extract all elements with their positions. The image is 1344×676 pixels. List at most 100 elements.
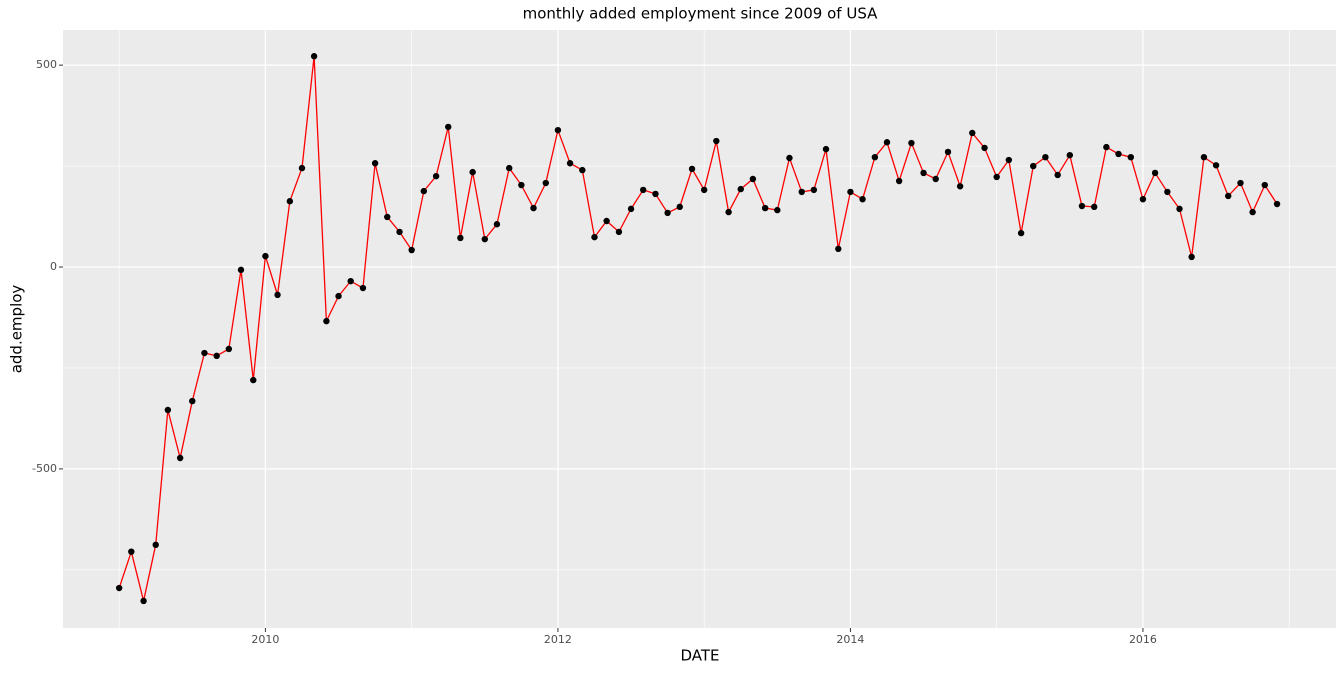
point bbox=[1200, 153, 1208, 161]
point bbox=[652, 190, 659, 198]
point bbox=[1115, 150, 1122, 158]
point bbox=[639, 186, 647, 194]
point bbox=[115, 584, 123, 592]
point bbox=[506, 164, 513, 172]
point bbox=[713, 137, 720, 145]
point bbox=[518, 181, 525, 189]
y-tick-label: -500 bbox=[32, 462, 57, 475]
point bbox=[908, 139, 915, 147]
point bbox=[895, 177, 903, 185]
point bbox=[493, 221, 501, 228]
point bbox=[371, 160, 379, 167]
point bbox=[822, 145, 830, 153]
point bbox=[1078, 202, 1086, 210]
point bbox=[213, 352, 220, 360]
point bbox=[554, 126, 562, 134]
point bbox=[530, 204, 537, 212]
point bbox=[457, 234, 464, 242]
point bbox=[1164, 188, 1171, 196]
point bbox=[1103, 143, 1110, 151]
point bbox=[749, 175, 757, 183]
point bbox=[469, 168, 476, 176]
point bbox=[859, 195, 866, 203]
point bbox=[993, 173, 1000, 181]
point bbox=[1005, 156, 1013, 164]
point bbox=[1249, 208, 1256, 216]
point bbox=[323, 317, 330, 325]
point bbox=[603, 217, 610, 225]
point bbox=[664, 209, 671, 217]
point bbox=[1176, 205, 1183, 213]
point bbox=[310, 53, 318, 60]
point bbox=[920, 169, 927, 177]
point bbox=[1017, 229, 1025, 237]
y-tick-label: 500 bbox=[36, 58, 57, 71]
point bbox=[688, 165, 696, 173]
point bbox=[237, 266, 245, 274]
point bbox=[591, 233, 598, 241]
point bbox=[847, 188, 854, 196]
x-tick-label: 2016 bbox=[1129, 633, 1157, 646]
point bbox=[225, 345, 233, 353]
point bbox=[981, 144, 988, 152]
point bbox=[176, 454, 184, 462]
point bbox=[250, 376, 257, 384]
point bbox=[286, 198, 294, 205]
point bbox=[810, 186, 818, 194]
point bbox=[761, 204, 769, 212]
plot-panel bbox=[63, 30, 1336, 628]
point bbox=[335, 292, 342, 300]
point bbox=[1273, 200, 1281, 208]
point bbox=[420, 187, 428, 195]
point bbox=[700, 186, 708, 194]
point bbox=[1151, 169, 1159, 177]
point bbox=[1225, 192, 1232, 200]
point bbox=[432, 172, 440, 180]
point bbox=[932, 175, 939, 183]
point bbox=[298, 164, 306, 172]
point bbox=[274, 291, 281, 299]
point bbox=[1030, 162, 1037, 170]
point bbox=[615, 228, 623, 236]
x-axis-label: DATE bbox=[680, 647, 719, 665]
point bbox=[189, 397, 196, 405]
point bbox=[786, 154, 793, 162]
point bbox=[725, 208, 732, 216]
point bbox=[359, 284, 367, 292]
y-tick-label: 0 bbox=[50, 260, 57, 273]
point bbox=[152, 541, 159, 549]
point bbox=[384, 213, 391, 221]
point bbox=[883, 139, 891, 146]
point bbox=[774, 206, 781, 214]
point bbox=[1237, 179, 1244, 187]
point bbox=[969, 129, 976, 137]
point bbox=[201, 349, 208, 357]
chart-title: monthly added employment since 2009 of U… bbox=[523, 5, 879, 23]
point bbox=[566, 160, 574, 167]
point bbox=[835, 245, 842, 253]
point bbox=[128, 548, 135, 555]
point bbox=[1127, 153, 1135, 161]
point bbox=[481, 235, 488, 243]
point bbox=[871, 153, 879, 161]
point bbox=[140, 597, 147, 605]
point bbox=[579, 166, 586, 174]
point bbox=[1042, 153, 1049, 161]
point bbox=[1054, 171, 1061, 179]
x-tick-label: 2012 bbox=[544, 633, 572, 646]
x-tick-label: 2010 bbox=[251, 633, 279, 646]
y-axis-label: add.employ bbox=[8, 285, 26, 374]
point bbox=[737, 185, 744, 193]
point bbox=[262, 252, 269, 260]
point bbox=[1212, 162, 1220, 169]
point bbox=[164, 406, 172, 414]
point bbox=[445, 123, 452, 131]
point bbox=[798, 188, 805, 196]
point bbox=[542, 179, 549, 187]
point bbox=[408, 246, 415, 254]
point bbox=[676, 203, 683, 211]
x-tick-label: 2014 bbox=[836, 633, 864, 646]
point bbox=[396, 228, 403, 236]
point bbox=[627, 205, 635, 213]
